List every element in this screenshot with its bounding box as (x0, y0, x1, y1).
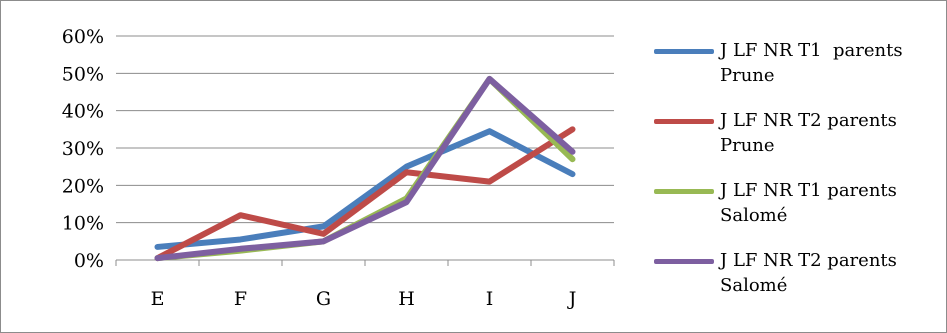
series-line-4 (154, 75, 576, 262)
y-tick-label: 0% (74, 250, 104, 272)
y-tick-label: 50% (62, 63, 104, 85)
series-lines (154, 75, 576, 262)
legend-swatch-2 (654, 119, 714, 124)
y-axis-ticks: 0% 10% 20% 30% 40% 50% 60% (62, 26, 104, 272)
y-tick-label: 30% (62, 138, 104, 160)
legend-label-2: J LF NR T2 parents Prune (720, 110, 897, 156)
y-tick-label: 60% (62, 26, 104, 48)
legend-swatch-4 (654, 259, 714, 264)
x-axis-ticks: E F G H I J (151, 288, 577, 310)
legend-label-4: J LF NR T2 parents Salomé (720, 250, 897, 296)
x-tick-label: I (486, 288, 494, 310)
y-tick-label: 20% (62, 175, 104, 197)
legend-label-1: J LF NR T1 parents Prune (720, 40, 903, 86)
x-tick-label: G (316, 288, 331, 310)
x-tick-label: J (567, 288, 577, 310)
series-line-2 (154, 126, 576, 262)
y-tick-label: 10% (62, 213, 104, 235)
series-line-1 (154, 128, 576, 250)
x-tick-label: H (398, 288, 415, 310)
x-tick-label: E (151, 288, 165, 310)
grid-lines (116, 35, 614, 224)
legend-label-3: J LF NR T1 parents Salomé (720, 180, 897, 226)
x-axis (115, 259, 615, 266)
legend-swatch-1 (654, 49, 714, 54)
legend-swatch-3 (654, 189, 714, 194)
x-tick-label: F (234, 288, 247, 310)
y-tick-label: 40% (62, 101, 104, 123)
